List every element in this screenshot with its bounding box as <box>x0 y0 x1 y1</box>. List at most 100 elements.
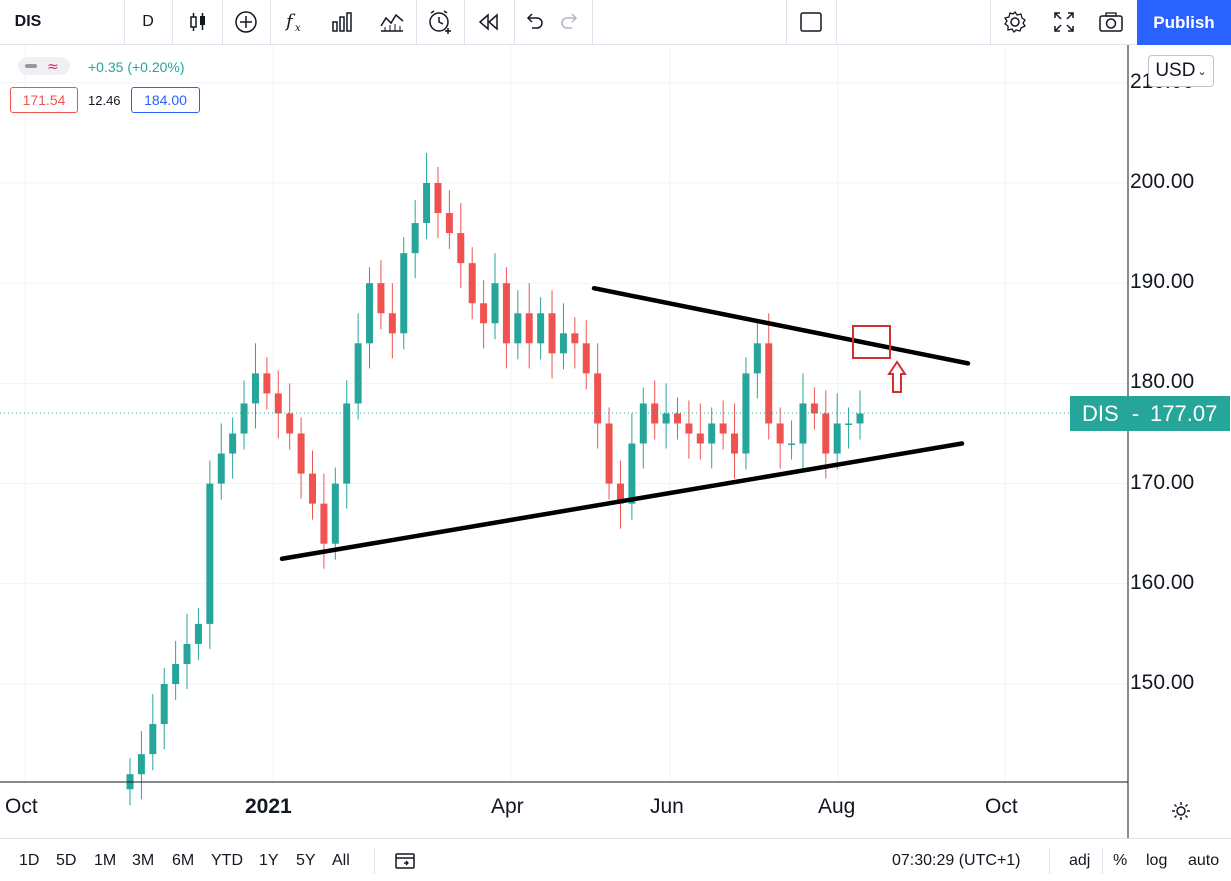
chevron-down-icon: ⌄ <box>1197 65 1207 78</box>
range-button-5y[interactable]: 5Y <box>296 852 316 869</box>
candle-body <box>320 503 328 544</box>
bottom-toolbar <box>0 838 1231 881</box>
fullscreen-icon[interactable] <box>1040 0 1088 44</box>
candle-body <box>149 724 157 755</box>
time-axis-label: Aug <box>818 795 856 818</box>
candle-body <box>639 403 647 444</box>
time-axis-label: Jun <box>650 795 684 818</box>
replay-chart-icon[interactable] <box>370 0 414 44</box>
range-button-5d[interactable]: 5D <box>56 852 77 869</box>
divider <box>514 0 515 44</box>
symbol-search[interactable]: DIS <box>14 13 42 30</box>
candle-body <box>457 233 465 264</box>
candle-body <box>696 433 704 444</box>
candles-icon[interactable] <box>176 0 220 44</box>
sell-price-button[interactable]: 171.54 <box>10 87 78 113</box>
candle-body <box>286 413 294 434</box>
price-tag-divider: - <box>1131 400 1140 426</box>
candle-body <box>423 183 431 224</box>
candle-body <box>172 663 180 684</box>
candle-body <box>434 183 442 214</box>
divider <box>270 0 271 44</box>
trendline-group <box>279 285 971 561</box>
candle-body <box>525 313 533 344</box>
candle-body <box>742 373 750 454</box>
candle-body <box>377 283 385 314</box>
alert-icon[interactable] <box>418 0 462 44</box>
candle-body <box>206 483 214 624</box>
adj-toggle[interactable]: adj <box>1069 852 1091 869</box>
price-axis-label: 190.00 <box>1130 270 1195 294</box>
chart-grid <box>0 45 1128 782</box>
candle-body <box>537 313 545 344</box>
buy-price-button[interactable]: 184.00 <box>131 87 200 113</box>
settings-icon[interactable] <box>992 0 1038 44</box>
candle-body <box>616 483 624 504</box>
redo-icon[interactable] <box>552 0 588 44</box>
price-change: +0.35 (+0.20%) <box>88 59 185 75</box>
log-toggle[interactable]: log <box>1146 852 1168 869</box>
legend-toggle[interactable]: ≈ <box>18 57 70 75</box>
price-axis-label: 180.00 <box>1130 370 1195 394</box>
timezone-button[interactable]: 07:30:29 (UTC+1) <box>892 852 1021 869</box>
candle-body <box>331 483 339 544</box>
candle-body <box>491 283 499 324</box>
add-compare-icon[interactable] <box>224 0 268 44</box>
range-button-ytd[interactable]: YTD <box>211 852 243 869</box>
candle-body <box>502 283 510 344</box>
divider <box>836 0 837 44</box>
candle-body <box>366 283 374 344</box>
svg-text:≈: ≈ <box>47 59 59 75</box>
currency-select[interactable]: USD ⌄ <box>1148 55 1214 87</box>
candlestick-series <box>126 152 864 806</box>
auto-toggle[interactable]: auto <box>1188 852 1220 869</box>
layout-icon[interactable] <box>788 0 834 44</box>
divider <box>592 0 593 44</box>
candle-body <box>160 684 168 725</box>
candle-body <box>183 643 191 664</box>
support-trendline <box>279 441 965 561</box>
candle-body <box>445 213 453 234</box>
time-axis-label: 2021 <box>245 795 292 818</box>
divider <box>222 0 223 44</box>
candle-body <box>343 403 351 484</box>
range-button-3m[interactable]: 3M <box>132 852 155 869</box>
divider <box>464 0 465 44</box>
publish-button[interactable]: Publish <box>1137 0 1231 45</box>
camera-icon[interactable] <box>1088 0 1134 44</box>
candle-body <box>605 423 613 484</box>
price-tag-symbol: DIS <box>1082 400 1119 426</box>
range-button-6m[interactable]: 6M <box>172 852 195 869</box>
candle-body <box>571 333 579 344</box>
candle-body <box>217 453 225 484</box>
goto-date-icon[interactable] <box>394 850 418 877</box>
last-price-tag: DIS - 177.07 <box>1070 396 1230 431</box>
percent-toggle[interactable]: % <box>1113 852 1128 869</box>
range-button-1m[interactable]: 1M <box>94 852 117 869</box>
divider <box>172 0 173 44</box>
candle-body <box>845 423 853 425</box>
range-button-1y[interactable]: 1Y <box>259 852 279 869</box>
axis-settings-icon[interactable] <box>1170 800 1192 827</box>
replay-icon[interactable] <box>466 0 512 44</box>
candle-body <box>194 623 202 644</box>
candle-body <box>731 433 739 454</box>
candle-body <box>810 403 818 414</box>
candle-body <box>137 754 145 775</box>
undo-icon[interactable] <box>516 0 552 44</box>
spread-value: 12.46 <box>88 93 121 108</box>
divider <box>786 0 787 44</box>
candle-body <box>674 413 681 424</box>
range-button-all[interactable]: All <box>332 852 350 869</box>
divider <box>124 0 125 44</box>
templates-icon[interactable] <box>320 0 364 44</box>
price-tag-value: 177.07 <box>1150 400 1218 426</box>
range-button-1d[interactable]: 1D <box>19 852 40 869</box>
candle-body <box>594 373 602 424</box>
candle-body <box>628 443 636 504</box>
candle-body <box>753 343 761 374</box>
interval-button[interactable]: D <box>142 13 154 30</box>
candle-body <box>514 313 522 344</box>
